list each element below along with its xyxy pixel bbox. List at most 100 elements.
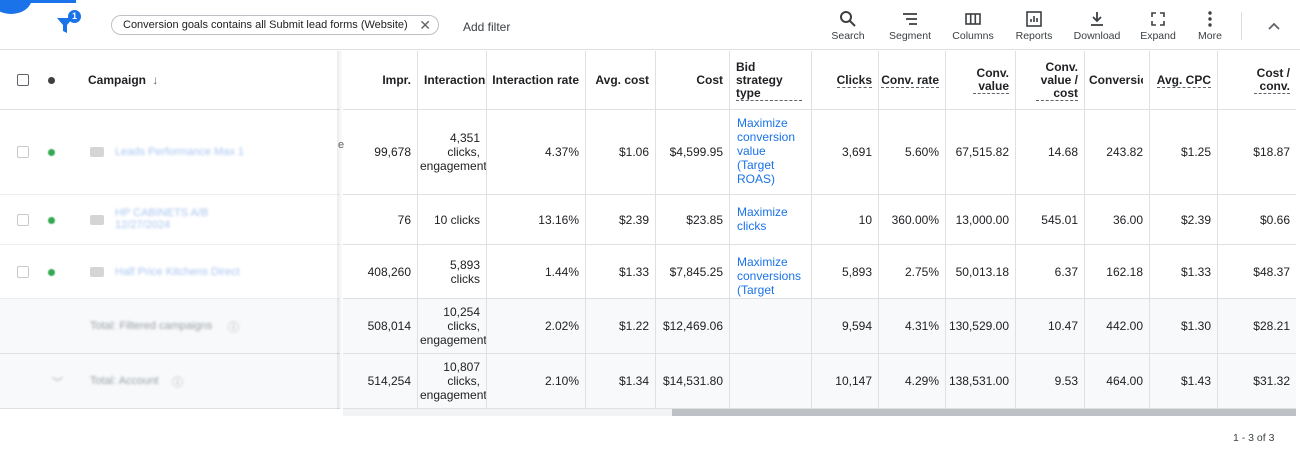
filter-count-badge: 1 [68, 10, 81, 23]
toolbar-divider [1241, 12, 1242, 40]
cell-impr: 508,014 [343, 299, 418, 353]
column-header-clicks[interactable]: Clicks [812, 51, 879, 110]
campaign-row[interactable]: Half Price Kitchens Direct [0, 245, 340, 299]
cell-interaction-rate: 13.16% [487, 195, 586, 244]
cell-interactions: 10,807 clicks, engagements [418, 354, 487, 408]
campaign-name-link[interactable]: Half Price Kitchens Direct [115, 266, 240, 278]
cell-cost: $14,531.80 [656, 354, 730, 408]
columns-button[interactable]: Columns [950, 9, 996, 42]
cell-clicks: 10,147 [812, 354, 879, 408]
search-button[interactable]: Search [828, 9, 868, 42]
cell-interactions: 10,254 clicks, engagements [418, 299, 487, 353]
row-checkbox[interactable] [17, 266, 29, 278]
create-button[interactable] [0, 0, 32, 14]
download-button[interactable]: Download [1070, 9, 1124, 42]
select-all-checkbox[interactable] [17, 74, 29, 86]
help-icon[interactable]: ⓘ [228, 322, 239, 334]
cell-interactions-text: 10,254 clicks, engagements [420, 305, 487, 347]
total-filtered-row: Total: Filtered campaigns ⓘ [0, 299, 340, 354]
column-header-conv-value[interactable]: Conv. value [946, 51, 1016, 110]
column-header-label: Conv. rate [881, 72, 939, 88]
cell-conv-value: 138,531.00 [946, 354, 1016, 408]
column-header-avg-cpc[interactable]: Avg. CPC [1150, 51, 1218, 110]
cell-conversions: 162.18 [1085, 245, 1150, 298]
filter-chip-label: Conversion goals contains all Submit lea… [123, 19, 408, 31]
cell-cost: $7,845.25 [656, 245, 730, 298]
help-icon[interactable]: ⓘ [172, 377, 183, 389]
column-header-label: Conv. value / cost [1036, 60, 1078, 101]
more-button[interactable]: More [1192, 9, 1228, 42]
column-header-label: Avg. cost [595, 73, 649, 87]
expand-button[interactable]: Expand [1138, 9, 1178, 42]
total-row: 514,254 10,807 clicks, engagements 2.10% $1… [343, 354, 1296, 409]
table-row[interactable]: 99,678 4,351 clicks, engagements 4.37% $1.0… [343, 110, 1296, 195]
cell-avg-cost: $1.22 [586, 299, 656, 353]
column-header-label: Cost [696, 73, 723, 87]
cell-clicks: 10 [812, 195, 879, 244]
column-header-bid-strategy-type[interactable]: Bid strategy type [730, 51, 812, 110]
campaign-type-icon [90, 215, 104, 225]
column-header-label: Bid strategy type [736, 60, 802, 101]
cell-impr: 99,678 [343, 110, 418, 194]
table-row[interactable]: 408,260 5,893 clicks 1.44% $1.33 $7,845.25 Ma… [343, 245, 1296, 299]
cell-cost: $4,599.95 [656, 110, 730, 194]
campaign-row[interactable]: Leads Performance Max 1 [0, 110, 340, 195]
sort-down-icon: ↓ [152, 73, 159, 87]
row-checkbox[interactable] [17, 146, 29, 158]
cell-conv-value: 13,000.00 [946, 195, 1016, 244]
chevron-down-icon[interactable]: ﹀ [52, 377, 63, 389]
campaign-header[interactable]: Campaign ↓ [88, 73, 158, 87]
cell-interactions-text: 4,351 clicks, engagements [420, 131, 487, 173]
table-row[interactable]: 76 10 clicks 13.16% $2.39 $23.85 Maximize cli… [343, 195, 1296, 245]
reports-button[interactable]: Reports [1012, 9, 1056, 42]
search-label: Search [831, 30, 865, 42]
status-enabled-icon [48, 217, 55, 224]
close-icon[interactable]: ✕ [419, 17, 431, 33]
cell-interaction-rate: 2.02% [487, 299, 586, 353]
cell-interactions-text: 5,893 clicks [449, 257, 480, 286]
column-header-label: Interactions [424, 73, 487, 87]
campaign-name-link[interactable]: HP CABINETS A/B 12/27/2024 [115, 207, 209, 231]
cell-bid-strategy-type[interactable]: Maximize conversion value (Target ROAS) [730, 110, 812, 194]
cell-cost: $23.85 [656, 195, 730, 244]
cell-interactions: 4,351 clicks, engagements [418, 110, 487, 194]
segment-label: Segment [888, 30, 932, 42]
column-header-interaction-rate[interactable]: Interaction rate [487, 51, 586, 110]
truncated-text: e [338, 139, 345, 151]
segment-button[interactable]: Segment [886, 9, 934, 42]
cell-avg-cpc: $1.25 [1150, 110, 1218, 194]
campaign-row[interactable]: HP CABINETS A/B 12/27/2024 [0, 195, 340, 245]
horizontal-scrollbar-thumb[interactable] [672, 409, 1296, 416]
column-header-cost[interactable]: Cost [656, 51, 730, 110]
column-header-interactions[interactable]: Interactions [418, 51, 487, 110]
add-filter-button[interactable]: Add filter [463, 20, 511, 34]
cell-conv-value-cost: 10.47 [1016, 299, 1085, 353]
cell-bid-strategy-type[interactable]: Maximize conversions (Target CPA) [730, 245, 812, 298]
column-header-conversions[interactable]: Conversions [1085, 51, 1150, 110]
download-icon [1091, 12, 1103, 26]
more-icon [1208, 11, 1212, 27]
filter-chip[interactable]: Conversion goals contains all Submit lea… [111, 15, 439, 35]
column-header-conv-rate[interactable]: Conv. rate [879, 51, 946, 110]
column-header-conv-value-cost[interactable]: Conv. value / cost [1016, 51, 1085, 110]
columns-label: Columns [952, 30, 994, 42]
column-header-avg-cost[interactable]: Avg. cost [586, 51, 656, 110]
cell-clicks: 3,691 [812, 110, 879, 194]
cell-cost-conv: $31.32 [1253, 374, 1290, 388]
chevron-up-icon[interactable] [1266, 18, 1282, 34]
cell-conversions: 36.00 [1085, 195, 1150, 244]
cell-bid-strategy-type[interactable]: Maximize clicks [730, 195, 812, 244]
campaign-header-row: Campaign ↓ [0, 51, 340, 110]
cell-avg-cost: $1.34 [586, 354, 656, 408]
filter-icon[interactable] [55, 12, 81, 36]
column-header-impr[interactable]: Impr. [343, 51, 418, 110]
campaign-name-link[interactable]: Leads Performance Max 1 [115, 146, 245, 158]
cell-interactions-text: 10,807 clicks, engagements [420, 360, 487, 402]
column-header-cost-conv[interactable]: Cost / conv. [1218, 51, 1296, 110]
cell-conv-value-cost: 545.01 [1016, 195, 1085, 244]
cell-interaction-rate: 2.10% [487, 354, 586, 408]
cell-bid-strategy-type [730, 299, 812, 353]
download-label: Download [1073, 30, 1121, 42]
row-checkbox[interactable] [17, 214, 29, 226]
cell-cost: $12,469.06 [656, 299, 730, 353]
